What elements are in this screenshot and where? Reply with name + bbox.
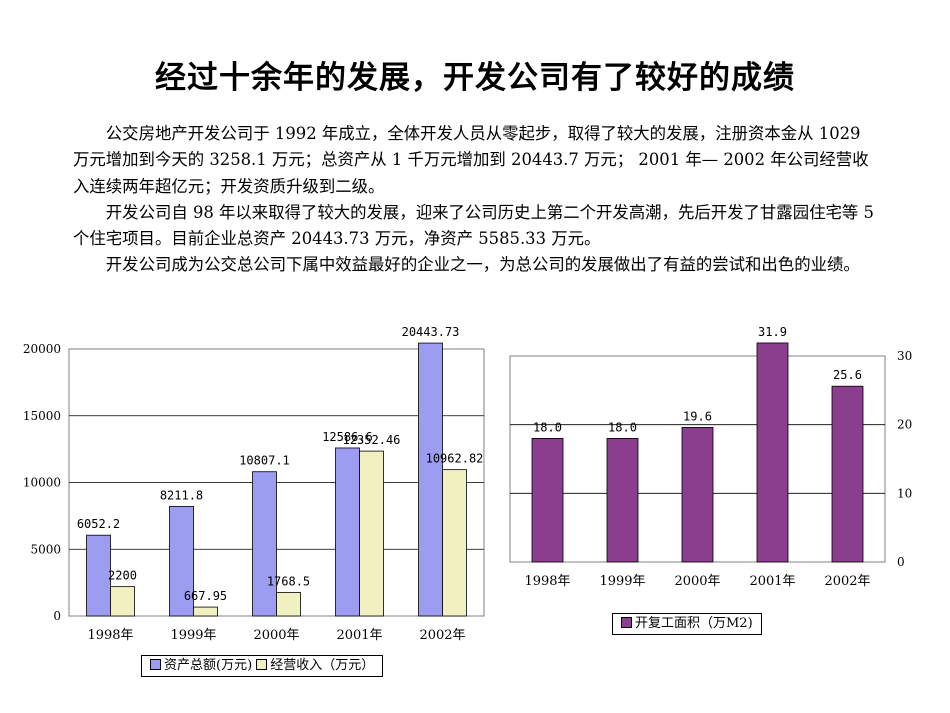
data-label: 20443.73 xyxy=(402,325,460,339)
bar xyxy=(442,469,467,617)
bar xyxy=(110,586,135,617)
page-title: 经过十余年的发展，开发公司有了较好的成绩 xyxy=(155,60,795,96)
legend-swatch-assets xyxy=(150,659,161,670)
bar xyxy=(681,427,714,563)
x-tick-label: 2002年 xyxy=(824,574,870,589)
data-label: 2200 xyxy=(108,569,137,583)
bar xyxy=(252,471,277,617)
y-tick-label: 30 xyxy=(897,349,912,363)
bar xyxy=(193,606,218,617)
data-label: 18.0 xyxy=(533,420,562,434)
paragraph-2: 开发公司自 98 年以来取得了较大的发展，迎来了公司历史上第二个开发高潮，先后开… xyxy=(73,202,874,249)
x-tick-label: 1999年 xyxy=(170,628,216,643)
y-tick-label: 15000 xyxy=(23,409,61,423)
x-tick-label: 2000年 xyxy=(253,628,299,643)
data-label: 12352.46 xyxy=(343,433,401,447)
paragraph-1: 公交房地产开发公司于 1992 年成立，全体开发人员从零起步，取得了较大的发展，… xyxy=(73,124,869,196)
data-label: 667.95 xyxy=(184,589,227,603)
bar xyxy=(756,342,789,563)
construction-area-bar-chart: 0 10 20 30 1998年 18.0 1999年 18.0 2000年 19.6 2001年 3… xyxy=(509,325,912,589)
data-label: 10807.1 xyxy=(239,454,290,468)
bar xyxy=(86,534,111,617)
x-tick-label: 2001年 xyxy=(336,628,382,643)
bar xyxy=(169,505,194,617)
legend-label-area: 开复工面积（万M2) xyxy=(635,616,753,631)
data-label: 10962.82 xyxy=(426,452,484,466)
data-label: 1768.5 xyxy=(267,574,310,588)
y-tick-label: 0 xyxy=(53,609,61,623)
x-tick-label: 2001年 xyxy=(749,574,795,589)
y-tick-label: 5000 xyxy=(30,542,61,556)
legend-left: 资产总额(万元) 经营收入（万元） xyxy=(141,655,384,677)
data-label: 8211.8 xyxy=(160,488,203,502)
bar xyxy=(531,438,564,563)
legend-swatch-revenue xyxy=(256,659,268,670)
data-label: 31.9 xyxy=(758,325,787,339)
legend-label-assets: 资产总额(万元) xyxy=(164,658,253,673)
y-tick-label: 20 xyxy=(897,418,912,432)
legend-right: 开复工面积（万M2) xyxy=(612,613,762,635)
body-text: 公交房地产开发公司于 1992 年成立，全体开发人员从零起步，取得了较大的发展，… xyxy=(73,121,879,279)
legend-label-revenue: 经营收入（万元） xyxy=(270,658,375,673)
bar xyxy=(606,438,639,563)
data-label: 6052.2 xyxy=(77,517,120,531)
x-tick-label: 2002年 xyxy=(419,628,465,643)
data-label: 18.0 xyxy=(608,420,637,434)
x-tick-label: 1998年 xyxy=(524,574,570,589)
data-label: 12586.6 xyxy=(322,430,373,444)
y-tick-label: 20000 xyxy=(23,342,61,356)
y-tick-label: 0 xyxy=(897,555,905,569)
bar xyxy=(359,450,384,617)
x-tick-label: 2000年 xyxy=(674,574,720,589)
legend-swatch-area xyxy=(621,617,632,628)
bar xyxy=(831,385,864,563)
bar xyxy=(335,447,360,617)
y-tick-label: 10000 xyxy=(23,476,61,490)
paragraph-3: 开发公司成为公交总公司下属中效益最好的企业之一，为总公司的发展做出了有益的尝试和… xyxy=(105,255,860,275)
bar xyxy=(276,591,301,617)
x-tick-label: 1999年 xyxy=(599,574,645,589)
data-label: 25.6 xyxy=(833,368,862,382)
data-label: 19.6 xyxy=(683,409,712,423)
x-tick-label: 1998年 xyxy=(87,628,133,643)
asset-revenue-bar-chart: 0 5000 10000 15000 20000 1998年 6052.2 2200 1999年… xyxy=(23,325,485,643)
y-tick-label: 10 xyxy=(897,486,912,500)
bar xyxy=(418,342,443,617)
